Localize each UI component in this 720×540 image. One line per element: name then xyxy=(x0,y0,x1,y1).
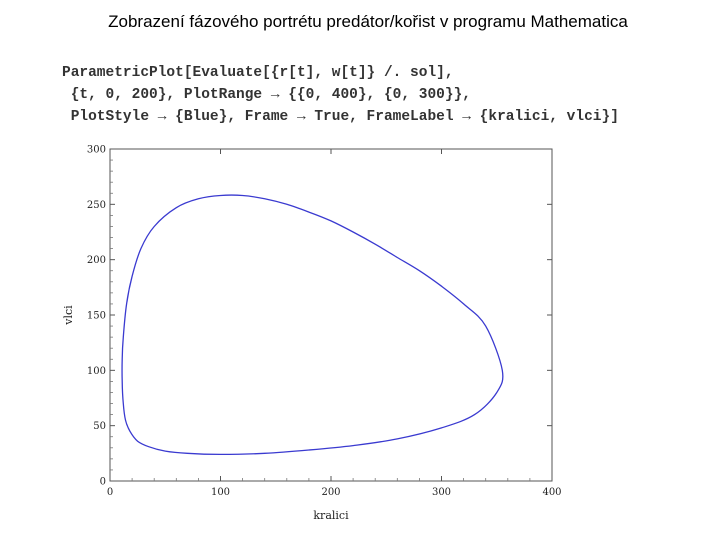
y-tick-label: 200 xyxy=(87,255,106,266)
y-tick-label: 100 xyxy=(87,366,106,377)
code-line: {t, 0, 200}, PlotRange → {{0, 400}, {0, … xyxy=(62,87,471,103)
series-line xyxy=(121,194,504,456)
plot-frame xyxy=(109,148,553,482)
code-block: ParametricPlot[Evaluate[{r[t], w[t]} /. … xyxy=(62,62,619,128)
y-tick-label: 0 xyxy=(100,477,106,488)
x-tick-label: 200 xyxy=(321,487,340,498)
x-tick-label: 300 xyxy=(432,487,451,498)
code-line: ParametricPlot[Evaluate[{r[t], w[t]} /. … xyxy=(62,65,454,81)
x-tick-label: 0 xyxy=(107,487,113,498)
y-tick-label: 50 xyxy=(93,421,106,432)
slide-title: Zobrazení fázového portrétu predátor/koř… xyxy=(108,12,628,31)
x-tick-label: 400 xyxy=(542,487,561,498)
y-tick-label: 150 xyxy=(87,311,106,322)
code-line: PlotStyle → {Blue}, Frame → True, FrameL… xyxy=(62,109,619,125)
x-tick-label: 100 xyxy=(211,487,230,498)
y-tick-label: 250 xyxy=(87,200,106,211)
y-tick-label: 300 xyxy=(87,145,106,156)
y-axis-label: vlci xyxy=(62,305,75,326)
x-axis-label: kralici xyxy=(313,509,349,522)
